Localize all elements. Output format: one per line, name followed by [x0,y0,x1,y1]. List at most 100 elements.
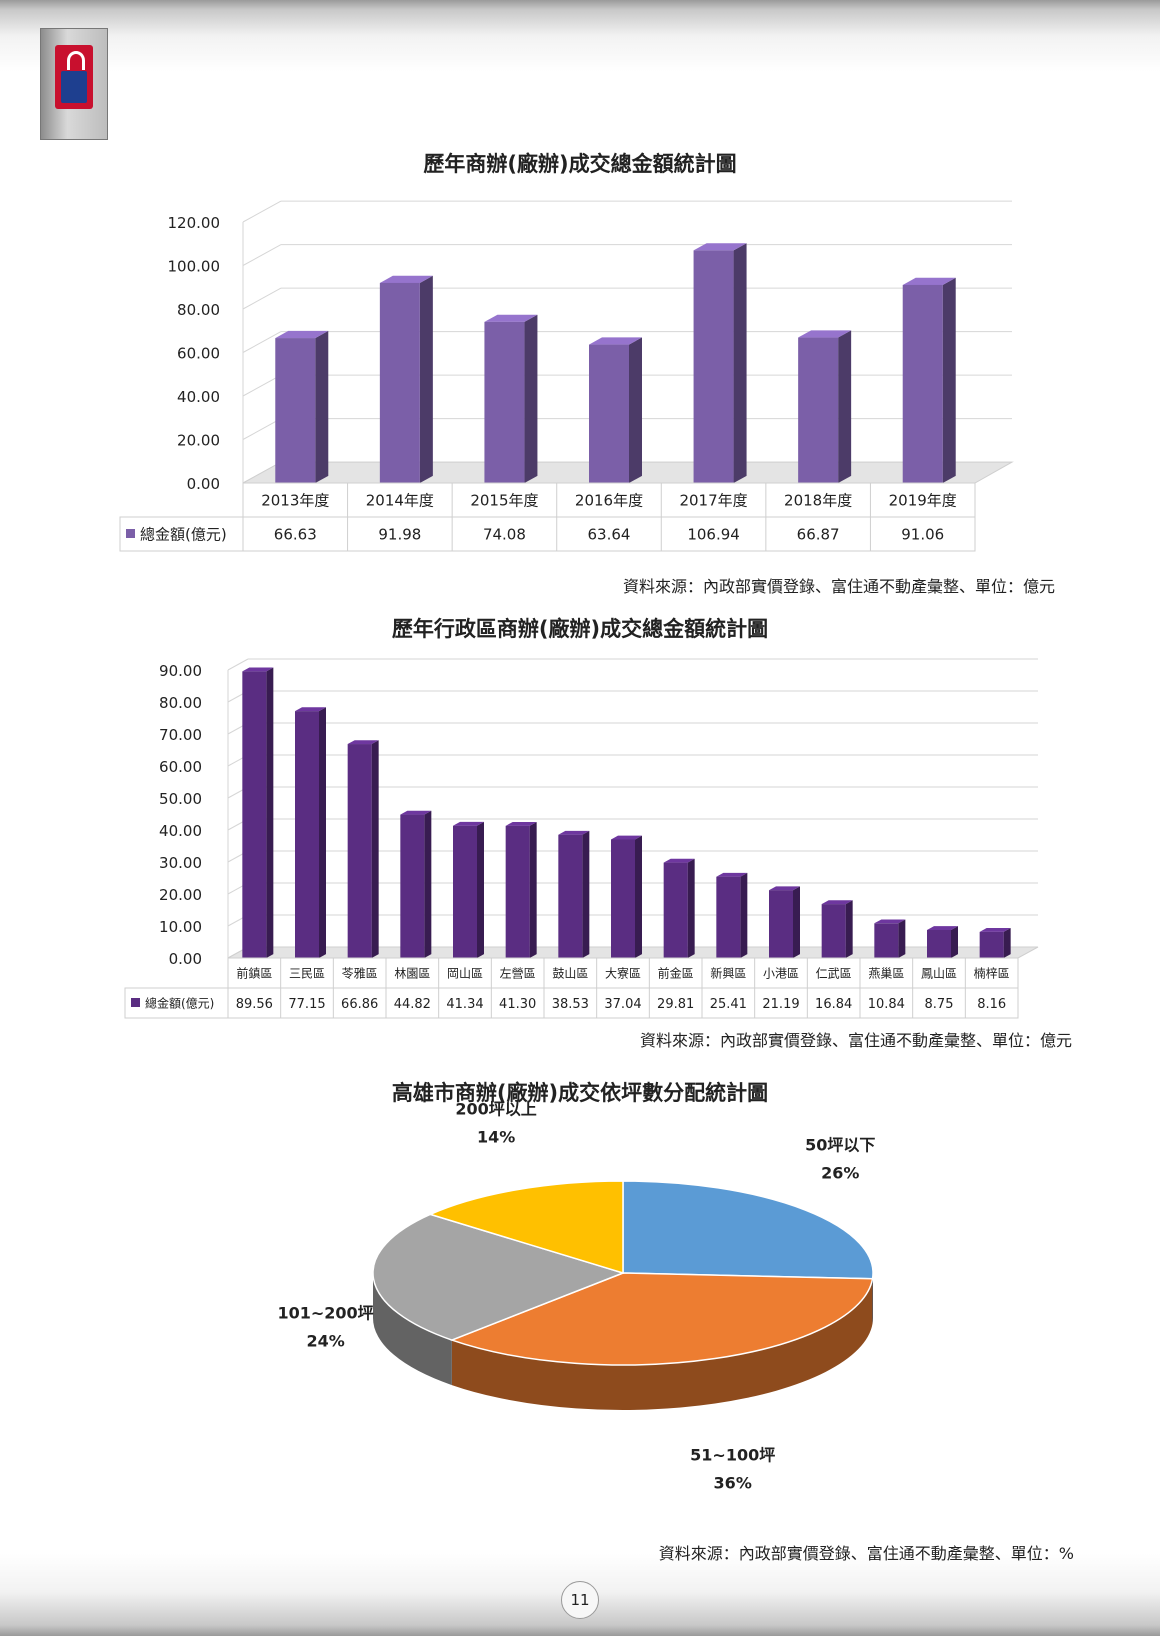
chart2-gridline-depth [227,658,249,671]
chart2-bar-2 [295,707,326,958]
brand-logo [55,45,93,109]
chart2-x-category-label: 苓雅區 [342,966,378,981]
chart1-table-header-row [242,482,976,518]
chart2-bar-top [505,821,537,826]
chart2-bar-side [951,926,958,958]
chart2-bar-front [663,862,688,958]
pie-label-4: 200坪以上 [455,1100,536,1119]
chart2-bar-side [898,919,906,958]
chart1-y-tick-label: 100.00 [168,258,221,276]
chart1-gridline-depth [242,287,282,310]
chart1-bar-6 [798,330,852,483]
chart1-x-category-label: 2018年度 [784,492,852,510]
top-decorative-band [0,0,1160,120]
chart2-bar-13 [874,919,906,958]
chart1-bar-5 [693,243,747,483]
chart2-table-header-row [227,957,1019,989]
chart1-x-category-label: 2015年度 [470,492,538,510]
pie-side-2 [451,1278,873,1410]
chart2-bar-front [505,825,530,958]
chart2-bar-side [1003,928,1011,958]
chart1-bar-front [902,284,943,483]
chart1-bar-side [315,330,329,483]
pie-percent-3: 24% [306,1331,344,1350]
chart2-bar-12 [821,900,853,958]
pie-percent-2: 36% [714,1473,752,1492]
chart2-bar-side [477,821,484,958]
chart2-bar-9 [663,858,695,958]
chart1-data-value-label: 63.64 [588,526,631,544]
chart1-y-tick-label: 20.00 [177,432,220,450]
pie-label-1: 50坪以下 [805,1136,875,1155]
chart2-data-value-label: 8.16 [977,997,1006,1012]
chart2-data-value-label: 16.84 [815,997,852,1012]
chart2-x-category-label: 大寮區 [605,966,641,981]
chart2-bar-top [716,872,748,877]
chart2-data-value-label: 44.82 [394,997,431,1012]
chart2-y-tick-label: 10.00 [159,918,202,936]
logo-frame [40,28,108,140]
chart1-bar-front [275,338,316,483]
chart1-data-value-label: 66.87 [797,526,840,544]
chart2-bar-side [582,830,590,958]
chart2-x-category-label: 鳳山區 [921,967,957,981]
chart2-x-category-label: 林園區 [394,967,430,981]
chart2-data-value-label: 10.84 [868,997,905,1012]
chart2-x-category-label: 岡山區 [447,967,483,981]
pie-label-3: 101~200坪 [277,1303,373,1322]
chart1-data-value-label: 91.06 [901,526,944,544]
chart2-y-tick-label: 60.00 [159,758,202,776]
chart1-data-value-label: 91.98 [378,526,421,544]
chart1-bar-side [942,277,956,483]
chart2-data-value-label: 25.41 [710,997,747,1012]
chart2-bar-top [927,926,958,930]
chart2-data-value-label: 66.86 [341,997,378,1012]
chart2-data-value-label: 29.81 [657,997,694,1012]
chart2-y-tick-label: 0.00 [169,950,202,968]
chart2-bar-side [371,740,379,958]
chart1-x-category-label: 2013年度 [261,492,329,510]
pie-side-3 [373,1273,452,1386]
chart2-legend-label: 總金額(億元) [145,996,214,1011]
pie-slice-1 [622,1180,874,1280]
chart2-y-tick-label: 20.00 [159,886,202,904]
chart1-gridline-depth [242,244,282,266]
chart2-table-value-row [124,987,1019,1019]
chart2-data-value-label: 38.53 [552,997,589,1012]
chart2-bar-14 [927,926,958,958]
chart3-source: 資料來源：內政部實價登錄、富住通不動產彙整、單位：% [658,1544,1074,1563]
chart2-bar-side [687,858,695,958]
chart2-legend-swatch [131,998,140,1007]
chart2-x-category-label: 小港區 [763,967,799,981]
chart2-bar-side [845,900,853,958]
chart2-x-category-label: 楠梓區 [974,966,1010,981]
chart2-bar-top [295,707,326,712]
chart2-bar-top [663,858,695,863]
chart1-bar-top [798,330,852,338]
chart2-source: 資料來源：內政部實價登錄、富住通不動產彙整、單位：億元 [639,1031,1072,1050]
chart2-x-category-label: 仁武區 [816,967,852,981]
chart1-title: 歷年商辦(廠辦)成交總金額統計圖 [423,152,737,176]
chart2-bar-11 [769,886,800,958]
chart1-bar-2 [379,275,433,483]
pie-slice-2 [449,1272,874,1366]
chart1-bar-front [589,344,629,483]
chart2-data-value-label: 8.75 [925,997,954,1012]
chart1-y-tick-label: 60.00 [177,345,220,363]
chart1-gridline-depth [242,374,282,397]
chart1-bar-front [798,337,839,483]
chart2-data-value-label: 77.15 [288,997,325,1012]
chart1-y-tick-label: 120.00 [168,214,221,232]
chart1-legend-label: 總金額(億元) [140,526,227,544]
chart1-gridline-depth [242,331,282,353]
chart1-gridline-depth [242,200,282,223]
chart2-bar-8 [611,835,642,958]
chart1-bar-top [379,275,433,283]
chart2-bar-3 [347,740,379,958]
pie-percent-1: 26% [821,1164,859,1183]
chart2-data-value-label: 41.30 [499,997,536,1012]
chart2-bar-5 [453,821,484,958]
chart2-bar-top [400,810,432,815]
chart2-y-tick-label: 70.00 [159,726,202,744]
